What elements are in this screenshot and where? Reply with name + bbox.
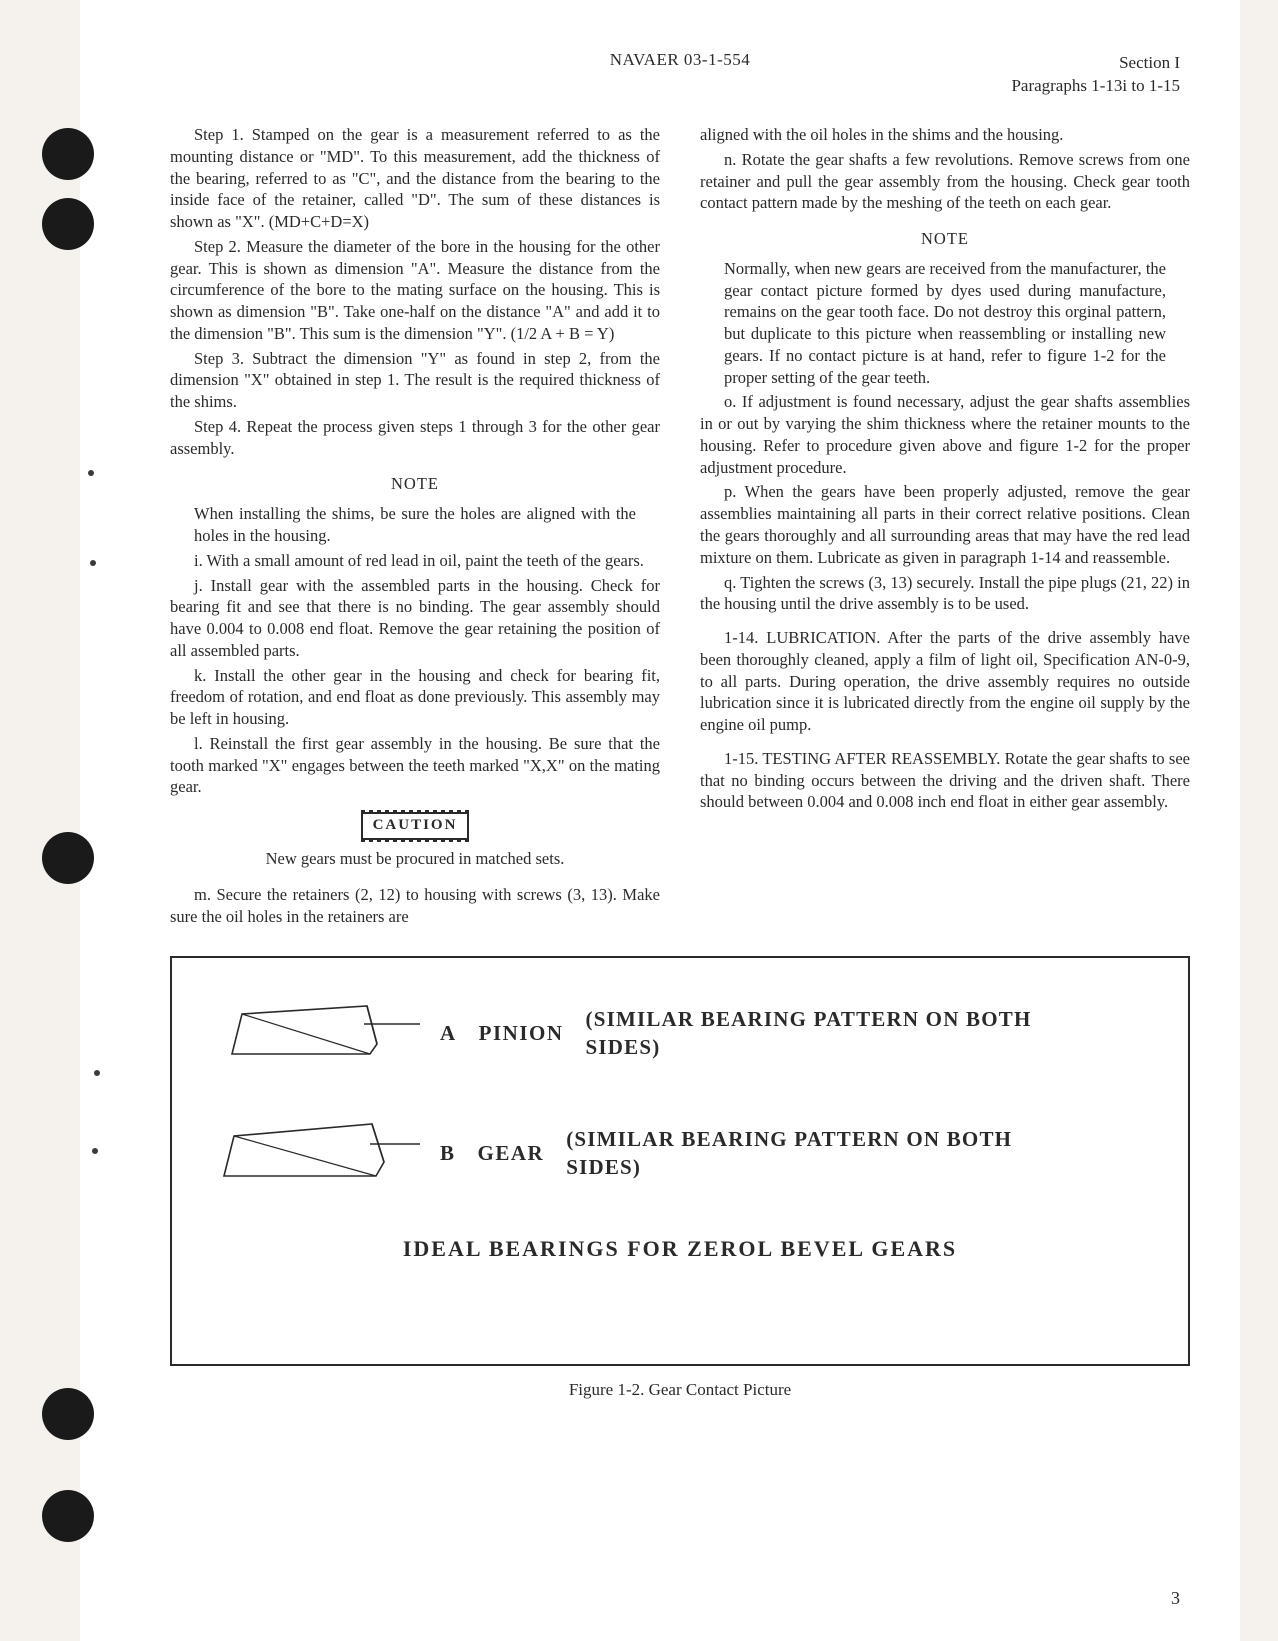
note-body-1: When installing the shims, be sure the h… bbox=[194, 503, 636, 547]
para-i: i. With a small amount of red lead in oi… bbox=[170, 550, 660, 572]
figure-label-a-group: A PINION (SIMILAR BEARING PATTERN ON BOT… bbox=[422, 1005, 1046, 1062]
para-1-14: 1-14. LUBRICATION. After the parts of th… bbox=[700, 627, 1190, 736]
page-number: 3 bbox=[1171, 1588, 1180, 1609]
figure-sub-a: (SIMILAR BEARING PATTERN ON BOTH SIDES) bbox=[586, 1005, 1046, 1062]
figure-row-a: A PINION (SIMILAR BEARING PATTERN ON BOT… bbox=[212, 996, 1148, 1070]
figure-caption: Figure 1-2. Gear Contact Picture bbox=[170, 1380, 1190, 1400]
figure-title: IDEAL BEARINGS FOR ZEROL BEVEL GEARS bbox=[212, 1236, 1148, 1262]
caution-box: CAUTION bbox=[361, 812, 470, 840]
binder-hole bbox=[42, 832, 94, 884]
figure-letter-b: B bbox=[440, 1141, 456, 1166]
para-m: m. Secure the retainers (2, 12) to housi… bbox=[170, 884, 660, 928]
pinion-shape-icon bbox=[212, 996, 422, 1070]
two-column-body: Step 1. Stamped on the gear is a measure… bbox=[170, 124, 1190, 930]
step-4: Step 4. Repeat the process given steps 1… bbox=[170, 416, 660, 460]
para-p: p. When the gears have been properly adj… bbox=[700, 481, 1190, 568]
scan-artifact bbox=[88, 470, 94, 476]
binder-hole bbox=[42, 128, 94, 180]
caution-wrap: CAUTION bbox=[170, 812, 660, 840]
header-section-block: Section I Paragraphs 1-13i to 1-15 bbox=[1011, 52, 1180, 98]
step-2: Step 2. Measure the diameter of the bore… bbox=[170, 236, 660, 345]
figure-text-b: GEAR bbox=[478, 1141, 545, 1166]
binder-hole bbox=[42, 198, 94, 250]
para-q: q. Tighten the screws (3, 13) securely. … bbox=[700, 572, 1190, 616]
note-body-2: Normally, when new gears are received fr… bbox=[724, 258, 1166, 389]
figure-text-a: PINION bbox=[479, 1021, 564, 1046]
figure-label-b-group: B GEAR (SIMILAR BEARING PATTERN ON BOTH … bbox=[422, 1125, 1026, 1182]
header-section: Section I bbox=[1011, 52, 1180, 75]
para-o: o. If adjustment is found necessary, adj… bbox=[700, 391, 1190, 478]
figure-sub-b: (SIMILAR BEARING PATTERN ON BOTH SIDES) bbox=[566, 1125, 1026, 1182]
para-n: n. Rotate the gear shafts a few revoluti… bbox=[700, 149, 1190, 214]
figure-row-b: B GEAR (SIMILAR BEARING PATTERN ON BOTH … bbox=[212, 1116, 1148, 1190]
scan-artifact bbox=[90, 560, 96, 566]
header-paragraphs: Paragraphs 1-13i to 1-15 bbox=[1011, 75, 1180, 98]
para-1-15: 1-15. TESTING AFTER REASSEMBLY. Rotate t… bbox=[700, 748, 1190, 813]
para-j: j. Install gear with the assembled parts… bbox=[170, 575, 660, 662]
figure-box: A PINION (SIMILAR BEARING PATTERN ON BOT… bbox=[170, 956, 1190, 1366]
step-1: Step 1. Stamped on the gear is a measure… bbox=[170, 124, 660, 233]
binder-hole bbox=[42, 1388, 94, 1440]
scan-artifact bbox=[94, 1070, 100, 1076]
document-page: NAVAER 03-1-554 Section I Paragraphs 1-1… bbox=[80, 0, 1240, 1641]
para-m-cont: aligned with the oil holes in the shims … bbox=[700, 124, 1190, 146]
gear-shape-icon bbox=[212, 1116, 422, 1190]
scan-artifact bbox=[92, 1148, 98, 1154]
step-3: Step 3. Subtract the dimension "Y" as fo… bbox=[170, 348, 660, 413]
figure-letter-a: A bbox=[440, 1021, 457, 1046]
note-heading-1: NOTE bbox=[170, 473, 660, 495]
caution-text: New gears must be procured in matched se… bbox=[170, 848, 660, 870]
column-left: Step 1. Stamped on the gear is a measure… bbox=[170, 124, 660, 930]
para-l: l. Reinstall the first gear assembly in … bbox=[170, 733, 660, 798]
column-right: aligned with the oil holes in the shims … bbox=[700, 124, 1190, 930]
para-k: k. Install the other gear in the housing… bbox=[170, 665, 660, 730]
note-heading-2: NOTE bbox=[700, 228, 1190, 250]
binder-hole bbox=[42, 1490, 94, 1542]
